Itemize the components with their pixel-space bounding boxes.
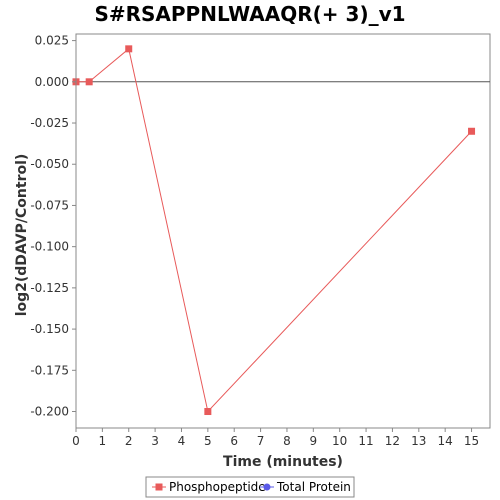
x-tick-label: 1 xyxy=(99,434,107,448)
x-axis-label: Time (minutes) xyxy=(223,454,343,470)
x-tick-label: 11 xyxy=(358,434,373,448)
x-tick-label: 2 xyxy=(125,434,133,448)
legend-box xyxy=(145,476,355,498)
y-tick-label: -0.200 xyxy=(30,405,69,419)
x-tick-label: 10 xyxy=(332,434,347,448)
data-point xyxy=(125,45,133,53)
y-tick-label: -0.100 xyxy=(30,240,69,254)
x-tick-label: 0 xyxy=(72,434,80,448)
x-tick-label: 4 xyxy=(178,434,186,448)
chart-title: S#RSAPPNLWAAQR(+ 3)_v1 xyxy=(94,2,406,26)
y-tick-label: -0.025 xyxy=(30,116,69,130)
x-tick-label: 7 xyxy=(257,434,265,448)
x-tick-label: 13 xyxy=(411,434,426,448)
y-tick-label: -0.125 xyxy=(30,281,69,295)
x-tick-label: 9 xyxy=(310,434,318,448)
x-tick-label: 8 xyxy=(283,434,291,448)
legend-label: Phosphopeptide xyxy=(169,480,266,494)
x-tick-label: 6 xyxy=(230,434,238,448)
y-tick-label: -0.150 xyxy=(30,322,69,336)
legend-marker xyxy=(155,483,163,491)
data-point xyxy=(468,127,476,135)
x-tick-label: 15 xyxy=(464,434,479,448)
legend-label: Total Protein xyxy=(276,480,351,494)
x-tick-label: 14 xyxy=(438,434,453,448)
legend: Phosphopeptide Total Protein xyxy=(145,476,355,498)
legend-marker xyxy=(263,483,271,491)
y-tick-label: 0.000 xyxy=(35,75,69,89)
y-tick-label: -0.050 xyxy=(30,157,69,171)
x-tick-label: 12 xyxy=(385,434,400,448)
x-tick-label: 3 xyxy=(151,434,159,448)
y-tick-label: -0.175 xyxy=(30,363,69,377)
x-axis: 0 1 2 3 4 5 6 7 8 9 10 11 12 13 14 15 xyxy=(72,427,490,448)
y-axis: 0.025 0.000 -0.025 -0.050 -0.075 -0.100 -0.125… xyxy=(30,34,77,428)
y-tick-label: -0.075 xyxy=(30,198,69,212)
plot-area xyxy=(72,33,491,429)
y-axis-label: log2(dDAVP/Control) xyxy=(14,154,30,317)
data-point xyxy=(85,78,93,86)
y-tick-label: 0.025 xyxy=(35,34,69,48)
x-tick-label: 5 xyxy=(204,434,212,448)
data-point xyxy=(204,408,212,416)
plot-frame xyxy=(75,33,491,429)
